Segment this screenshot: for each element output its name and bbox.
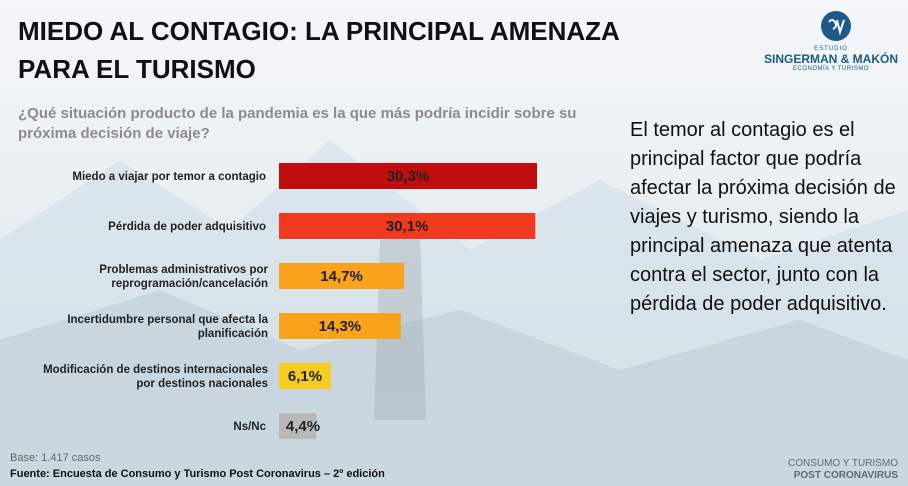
bar-0 (279, 163, 537, 189)
bar-2 (279, 263, 405, 289)
footer-line-2: POST CORONAVIRUS (793, 470, 898, 481)
category-label-1: Pérdida de poder adquisitivo (108, 221, 266, 233)
category-label-0: Miedo a viajar por temor a contagio (72, 171, 266, 183)
value-label-2: 14,7% (320, 268, 363, 285)
category-label-2: Problemas administrativos por reprogramac… (99, 264, 268, 290)
logo-small-text: ESTUDIO (814, 46, 848, 52)
value-label-4: 6,1% (288, 368, 322, 385)
logo-subtitle: ECONOMÍA Y TURISMO (792, 66, 869, 72)
survey-question: ¿Qué situación producto de la pandemia e… (18, 105, 577, 142)
value-label-1: 30,1% (386, 218, 429, 235)
bar-chart: 30,3% Miedo a viajar por temor a contagio… (43, 163, 537, 439)
source-note: Fuente: Encuesta de Consumo y Turismo Po… (10, 468, 385, 480)
category-label-4: Modificación de destinos internacionales… (43, 364, 268, 390)
logo-icon (821, 11, 851, 41)
value-label-5: 4,4% (286, 418, 320, 435)
category-label-3: Incertidumbre personal que afecta la plan… (67, 314, 268, 340)
page-title: MIEDO AL CONTAGIO: LA PRINCIPAL AMENAZA … (18, 16, 619, 84)
footer-brand: CONSUMO Y TURISMO POST CORONAVIRUS (788, 458, 898, 482)
bar-5 (279, 413, 317, 439)
summary-text: El temor al contagio es el principal fac… (630, 119, 896, 315)
footer-line-1: CONSUMO Y TURISMO (787, 458, 898, 469)
bar-4 (279, 363, 331, 389)
value-label-0: 30,3% (387, 168, 430, 185)
logo-name: SINGERMAN & MAKÓN (764, 52, 898, 66)
company-logo: ESTUDIO SINGERMAN & MAKÓN ECONOMÍA Y TUR… (756, 10, 906, 72)
bar-3 (279, 313, 401, 339)
category-label-5: Ns/Nc (233, 421, 266, 433)
value-label-3: 14,3% (319, 318, 362, 335)
base-note: Base: 1.417 casos (10, 452, 101, 464)
bar-1 (279, 213, 536, 239)
